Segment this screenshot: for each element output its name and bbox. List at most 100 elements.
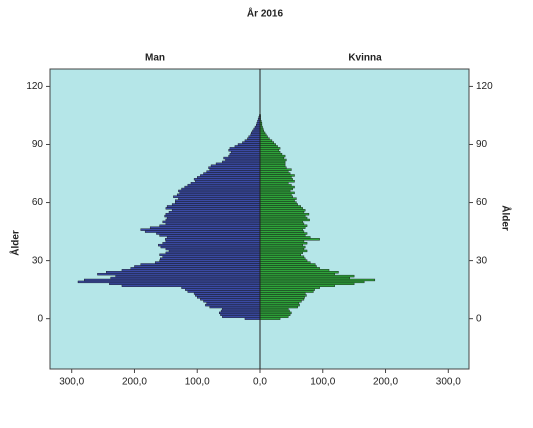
y-tick-label: 120 xyxy=(26,81,43,92)
bar xyxy=(259,216,308,220)
bar xyxy=(259,147,281,150)
bar xyxy=(110,276,261,280)
bar xyxy=(259,191,295,195)
bar xyxy=(130,267,261,270)
bar xyxy=(195,294,261,297)
bar xyxy=(259,158,287,162)
bar xyxy=(259,187,293,191)
bar xyxy=(234,145,261,148)
bar xyxy=(259,129,264,133)
bar xyxy=(259,193,292,196)
bar xyxy=(197,176,261,179)
bar xyxy=(171,203,261,206)
bar xyxy=(225,158,261,162)
bar xyxy=(259,162,286,166)
bar xyxy=(259,236,311,239)
bar xyxy=(121,269,261,272)
bar xyxy=(205,303,261,307)
bar xyxy=(84,278,261,282)
bar xyxy=(195,180,261,183)
bar xyxy=(259,149,280,152)
bar xyxy=(193,178,261,181)
bar xyxy=(259,311,292,315)
bar xyxy=(259,288,315,291)
bar xyxy=(259,224,308,227)
bar xyxy=(259,182,289,185)
x-tick-label: 100,0 xyxy=(185,377,210,388)
bar xyxy=(259,300,302,303)
bar xyxy=(259,282,355,286)
bar xyxy=(193,292,261,295)
y-tick-label: 30 xyxy=(476,255,488,266)
bar xyxy=(244,317,261,320)
bar xyxy=(159,259,261,262)
bar xyxy=(259,205,301,208)
bar xyxy=(259,271,339,274)
bar xyxy=(149,226,261,229)
bar xyxy=(210,164,261,167)
bar xyxy=(259,178,293,181)
bar xyxy=(181,187,261,191)
bar xyxy=(259,272,335,276)
bar xyxy=(109,282,261,286)
bar xyxy=(259,263,316,266)
y-tick-label: 60 xyxy=(476,197,488,208)
bar xyxy=(158,243,261,247)
bar xyxy=(259,230,305,233)
bar xyxy=(175,201,261,204)
bar xyxy=(259,131,266,135)
bar xyxy=(165,207,261,210)
bar xyxy=(187,290,261,293)
chart-title: År 2016 xyxy=(247,7,284,20)
bar xyxy=(259,195,293,198)
bar xyxy=(230,151,261,154)
bar xyxy=(259,180,295,183)
bar xyxy=(259,222,305,226)
y-tick-label: 0 xyxy=(37,313,43,324)
bar xyxy=(259,212,310,216)
bar xyxy=(140,263,261,266)
bar xyxy=(252,129,261,133)
bar xyxy=(259,183,292,187)
bar xyxy=(159,234,261,237)
bar xyxy=(190,182,261,185)
bar xyxy=(259,259,308,262)
bar xyxy=(259,211,305,214)
bar xyxy=(259,152,283,156)
bar xyxy=(259,245,306,249)
bar xyxy=(121,284,261,287)
bar xyxy=(203,172,261,175)
bar xyxy=(159,253,261,256)
bar xyxy=(259,154,286,158)
bar xyxy=(259,172,291,175)
bar xyxy=(179,191,261,195)
bar xyxy=(259,203,298,206)
bar xyxy=(259,189,291,193)
bar xyxy=(228,154,261,158)
bar xyxy=(259,201,297,204)
bar xyxy=(200,298,261,301)
bar xyxy=(206,170,261,173)
bar xyxy=(259,220,303,224)
bar xyxy=(259,286,320,289)
x-tick-label: 300,0 xyxy=(59,377,84,388)
bar xyxy=(164,214,261,218)
bar xyxy=(259,305,298,309)
bar xyxy=(248,135,261,138)
bar xyxy=(253,127,261,131)
bar xyxy=(197,296,261,299)
bar xyxy=(259,290,314,293)
bar xyxy=(228,149,261,152)
bar xyxy=(259,156,285,160)
bar xyxy=(259,307,289,311)
bar xyxy=(222,307,261,311)
bar xyxy=(259,166,287,169)
bar xyxy=(259,269,330,272)
bar xyxy=(222,160,261,164)
bar xyxy=(259,160,286,164)
bar xyxy=(259,226,306,229)
bar xyxy=(162,255,261,258)
bar xyxy=(259,137,270,140)
bar xyxy=(171,209,261,212)
bar xyxy=(242,141,261,144)
